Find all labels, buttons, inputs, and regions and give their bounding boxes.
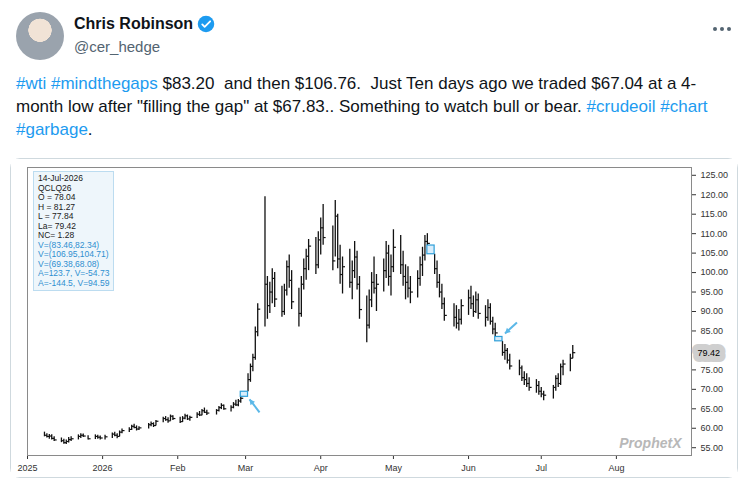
svg-text:60.00: 60.00: [701, 423, 724, 433]
svg-text:Mar: Mar: [238, 463, 254, 473]
svg-text:2026: 2026: [93, 463, 113, 473]
svg-text:75.00: 75.00: [701, 365, 724, 375]
html-text:NC= 1.28: NC= 1.28: [38, 230, 75, 240]
html-text:#garbage.: #garbage.: [16, 120, 93, 139]
svg-text:120.00: 120.00: [701, 190, 729, 200]
svg-text:95.00: 95.00: [701, 287, 724, 297]
html-text:Chris Robinson: Chris Robinson: [74, 15, 194, 32]
svg-text:Apr: Apr: [314, 463, 328, 473]
svg-text:ProphetX: ProphetX: [619, 435, 683, 451]
html-text:V=(83.46,82.34): V=(83.46,82.34): [38, 239, 100, 250]
html-text:O = 78.04: O = 78.04: [38, 192, 76, 202]
svg-text:Aug: Aug: [608, 463, 624, 473]
svg-text:55.00: 55.00: [701, 443, 724, 453]
svg-text:85.00: 85.00: [701, 326, 724, 336]
svg-text:100.00: 100.00: [701, 267, 729, 277]
svg-text:Jun: Jun: [461, 463, 476, 473]
svg-text:115.00: 115.00: [701, 209, 728, 219]
svg-text:May: May: [385, 463, 403, 473]
html-text:#wti #mindthegaps $83.20 and t: #wti #mindthegaps $83.20 and then $106.7…: [16, 74, 708, 116]
svg-text:79.42: 79.42: [698, 348, 721, 358]
html-text:A=-144.5, V=94.59: A=-144.5, V=94.59: [38, 277, 110, 288]
html-text:La= 79.42: La= 79.42: [38, 220, 77, 231]
svg-text:Feb: Feb: [170, 463, 186, 473]
html-text:L = 77.84: L = 77.84: [38, 211, 74, 221]
svg-text:90.00: 90.00: [701, 306, 724, 316]
html-text:14-Jul-2026: 14-Jul-2026: [38, 173, 83, 183]
html-text:@cer_hedge: @cer_hedge: [74, 38, 161, 55]
html-text:H = 81.27: H = 81.27: [38, 201, 76, 212]
svg-text:110.00: 110.00: [701, 229, 728, 239]
svg-text:2025: 2025: [17, 463, 37, 473]
svg-text:125.00: 125.00: [701, 170, 729, 180]
html-text:A=123.7, V=-54.73: A=123.7, V=-54.73: [38, 268, 110, 278]
html-text:QCLQ26: QCLQ26: [38, 182, 72, 193]
html-text:V=(69.38,68.08): V=(69.38,68.08): [38, 258, 100, 269]
svg-text:Jul: Jul: [535, 463, 547, 473]
html-text:V=(106.95,104.71): V=(106.95,104.71): [38, 249, 109, 259]
svg-text:65.00: 65.00: [701, 404, 724, 414]
svg-text:70.00: 70.00: [701, 384, 724, 394]
svg-text:105.00: 105.00: [701, 248, 729, 258]
